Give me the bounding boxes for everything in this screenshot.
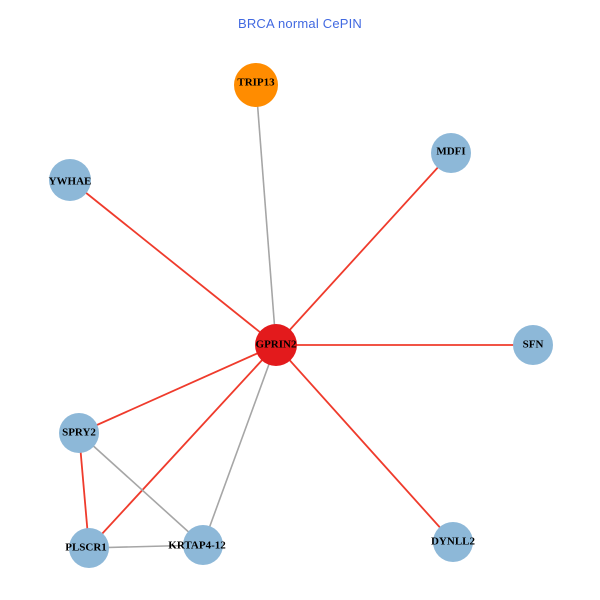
node-trip13[interactable]: TRIP13 xyxy=(234,63,278,107)
node-label-sfn: SFN xyxy=(523,339,544,351)
node-circle-plscr1[interactable] xyxy=(69,528,109,568)
node-label-spry2: SPRY2 xyxy=(62,427,96,439)
edge-gprin2-spry2 xyxy=(78,344,277,434)
node-layer: GPRIN2 TRIP13 YWHAE MDFI SFN DYNLL2 KRTAP4-12 P… xyxy=(49,63,553,568)
edge-gprin2-trip13 xyxy=(255,84,277,346)
node-ywhae[interactable]: YWHAE xyxy=(49,159,92,201)
node-circle-mdfi[interactable] xyxy=(431,133,471,173)
edge-gprin2-mdfi xyxy=(275,152,452,346)
node-sfn[interactable]: SFN xyxy=(513,325,553,365)
node-circle-ywhae[interactable] xyxy=(49,159,91,201)
edge-gprin2-ywhae xyxy=(69,179,277,346)
node-circle-trip13[interactable] xyxy=(234,63,278,107)
node-dynll2[interactable]: DYNLL2 xyxy=(431,522,476,562)
node-label-krtap4-12: KRTAP4-12 xyxy=(168,540,226,552)
node-label-ywhae: YWHAE xyxy=(49,176,92,188)
node-plscr1[interactable]: PLSCR1 xyxy=(65,528,109,568)
node-label-dynll2: DYNLL2 xyxy=(431,536,476,548)
edge-gprin2-krtap4-12 xyxy=(202,344,277,546)
node-label-plscr1: PLSCR1 xyxy=(65,542,107,554)
node-circle-krtap4-12[interactable] xyxy=(183,525,223,565)
edge-spry2-krtap4-12 xyxy=(78,432,204,546)
node-mdfi[interactable]: MDFI xyxy=(431,133,471,173)
node-label-gprin2: GPRIN2 xyxy=(256,339,297,351)
node-krtap4-12[interactable]: KRTAP4-12 xyxy=(168,525,226,565)
page-title: BRCA normal CePIN xyxy=(237,16,363,31)
node-circle-sfn[interactable] xyxy=(513,325,553,365)
node-label-trip13: TRIP13 xyxy=(237,77,275,89)
node-gprin2[interactable]: GPRIN2 xyxy=(255,324,297,366)
node-label-mdfi: MDFI xyxy=(436,146,465,158)
node-circle-spry2[interactable] xyxy=(59,413,99,453)
edge-gprin2-plscr1 xyxy=(88,344,277,549)
node-spry2[interactable]: SPRY2 xyxy=(59,413,99,453)
node-circle-dynll2[interactable] xyxy=(433,522,473,562)
edge-gprin2-dynll2 xyxy=(275,344,454,543)
node-circle-gprin2[interactable] xyxy=(255,324,297,366)
